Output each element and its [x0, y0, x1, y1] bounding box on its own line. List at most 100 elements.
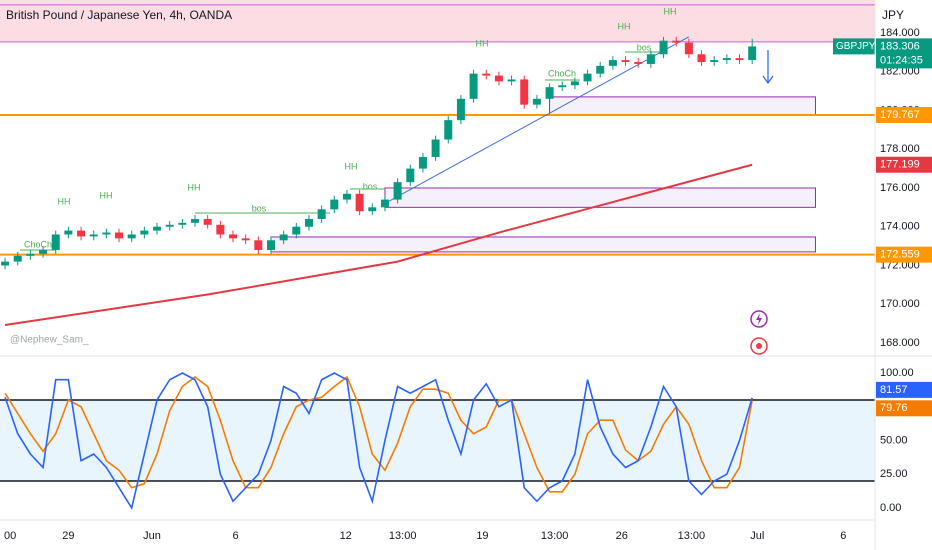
x-tick-label: 00 [4, 530, 16, 542]
candle-body [292, 226, 301, 235]
demand-zone [270, 236, 816, 253]
candle-body [64, 230, 73, 235]
candle-body [89, 234, 98, 237]
last-price-tag [876, 38, 932, 69]
y-tick-label: 174.000 [880, 221, 920, 233]
annotation: bos [252, 203, 267, 213]
candle-body [444, 120, 453, 140]
candle-body [558, 85, 567, 88]
candle-body [684, 42, 693, 55]
candle-body [532, 98, 541, 105]
arrow-down [762, 50, 774, 85]
annotation: HH [618, 21, 631, 31]
y-tick-label: 168.000 [880, 337, 920, 349]
y-tick-label: 170.000 [880, 298, 920, 310]
candle-body [520, 79, 529, 105]
candle-body [304, 218, 313, 227]
annotation: bos [363, 181, 378, 191]
demand-zone [549, 96, 816, 116]
stoch-line [4, 375, 753, 493]
x-tick-label: Jul [750, 530, 764, 542]
x-tick-label: 13:00 [678, 530, 706, 542]
candle-body [646, 54, 655, 64]
candle-body [697, 54, 706, 63]
candle-body [342, 193, 351, 200]
candle-body [317, 209, 326, 219]
watermark: @Nephew_Sam_ [10, 335, 89, 346]
annotation: ChoCh [24, 239, 52, 249]
stoch-line [4, 372, 753, 511]
countdown: 01:24:35 [880, 54, 923, 66]
candle-body [241, 238, 250, 241]
stoch-tag-label: 81.57 [880, 384, 908, 396]
candle-body [216, 224, 225, 235]
candle-body [748, 46, 757, 61]
candle-body [406, 168, 415, 183]
symbol-tag [833, 38, 875, 55]
x-tick-label: 13:00 [541, 530, 569, 542]
candle-body [545, 87, 554, 99]
x-tick-label: 6 [840, 530, 846, 542]
candle-body [380, 199, 389, 208]
candle-body [203, 218, 212, 225]
candle-body [507, 79, 516, 82]
candle-body [418, 156, 427, 169]
candle-body [431, 139, 440, 157]
candle-body [254, 240, 263, 250]
candle-body [494, 75, 503, 82]
candle-body [368, 207, 377, 212]
annotation: ChoCh [548, 68, 576, 78]
annotation: HH [188, 182, 201, 192]
moving-average [4, 163, 753, 326]
annotation: HH [345, 161, 358, 171]
annotation: HH [100, 190, 113, 200]
y-tick-label: 184.000 [880, 27, 920, 39]
ma-tag-label: 177.199 [880, 159, 920, 171]
annotation: HH [58, 196, 71, 206]
candle-body [456, 98, 465, 121]
x-tick-label: Jun [143, 530, 161, 542]
x-tick-label: 13:00 [389, 530, 417, 542]
candle-body [659, 40, 668, 55]
alert-icon[interactable] [750, 310, 768, 328]
symbol-label: GBPJPY [836, 41, 876, 52]
currency-label: JPY [882, 8, 904, 22]
candle-body [13, 255, 22, 262]
event-icon[interactable] [750, 337, 768, 355]
candle-body [228, 234, 237, 239]
price-tag-label: 172.559 [880, 249, 920, 261]
y-tick-label: 176.000 [880, 182, 920, 194]
price-tag [876, 106, 932, 123]
x-tick-label: 12 [340, 530, 352, 542]
supply-zone [0, 0, 875, 42]
candle-body [127, 234, 136, 239]
price-tag-label: 179.767 [880, 109, 920, 121]
candle-body [140, 230, 149, 235]
candle-body [77, 230, 86, 237]
last-price-label: 183.306 [880, 40, 920, 52]
candle-body [191, 218, 200, 223]
candle-body [330, 199, 339, 210]
candle-body [596, 65, 605, 74]
y-tick-label: 182.000 [880, 66, 920, 78]
y-tick-label: 100.00 [880, 367, 914, 379]
annotation: HH [476, 38, 489, 48]
candle-body [26, 253, 35, 256]
stoch-band [0, 399, 875, 481]
stoch-tag [876, 400, 932, 417]
candle-body [634, 62, 643, 64]
x-tick-label: 29 [62, 530, 74, 542]
candle-body [672, 40, 681, 43]
candle-body [570, 81, 579, 86]
candle-body [178, 222, 187, 225]
candle-body [39, 249, 48, 254]
candle-body [469, 73, 478, 99]
candle-body [583, 73, 592, 82]
candle-body [1, 261, 10, 266]
stoch-tag [876, 381, 932, 398]
candle-body [51, 234, 60, 250]
candle-body [165, 224, 174, 227]
y-tick-label: 0.00 [880, 502, 901, 514]
annotation: HH [664, 6, 677, 16]
candle-body [266, 240, 275, 250]
